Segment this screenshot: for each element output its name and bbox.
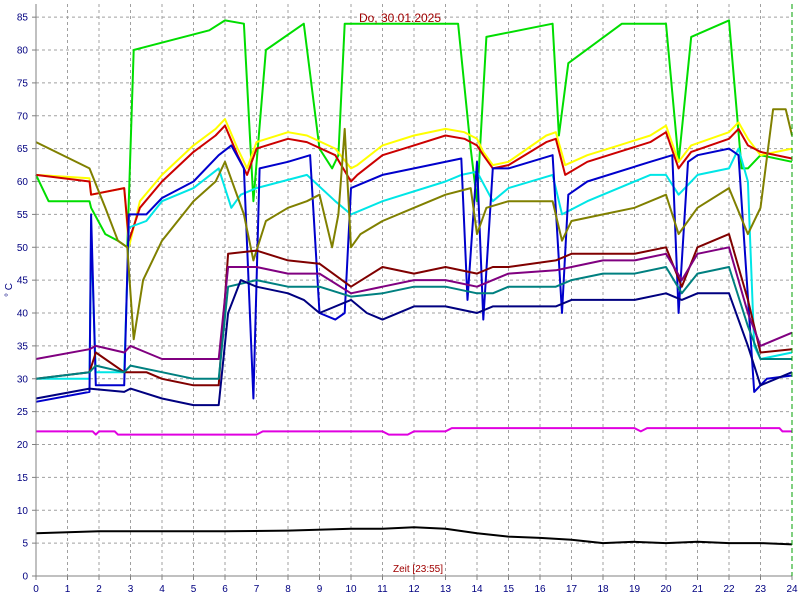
series-line-11 bbox=[36, 427, 792, 436]
x-tick-label: 17 bbox=[566, 584, 578, 595]
x-tick-label: 23 bbox=[755, 584, 767, 595]
y-axis-label: ° C bbox=[4, 283, 15, 297]
series-line-7 bbox=[35, 233, 793, 387]
series-line-8 bbox=[35, 246, 793, 360]
x-tick-label: 22 bbox=[723, 584, 735, 595]
x-tick-label: 2 bbox=[96, 584, 102, 595]
x-tick-label: 21 bbox=[692, 584, 704, 595]
series-line-5 bbox=[35, 144, 793, 403]
series-line-6 bbox=[35, 108, 793, 341]
y-tick-label: 0 bbox=[22, 572, 28, 583]
y-tick-label: 85 bbox=[17, 13, 29, 24]
series-line-4 bbox=[36, 147, 793, 380]
series-line-2 bbox=[35, 118, 793, 249]
x-tick-label: 8 bbox=[285, 584, 291, 595]
x-tick-label: 11 bbox=[377, 584, 388, 595]
y-tick-label: 70 bbox=[17, 111, 29, 122]
x-tick-label: 19 bbox=[629, 584, 641, 595]
y-tick-label: 60 bbox=[17, 177, 29, 188]
x-tick-label: 1 bbox=[65, 584, 71, 595]
x-tick-label: 10 bbox=[345, 584, 357, 595]
series-line-3 bbox=[35, 124, 793, 242]
y-tick-label: 30 bbox=[17, 374, 29, 385]
y-tick-label: 40 bbox=[17, 309, 29, 320]
y-tick-label: 45 bbox=[17, 276, 29, 287]
x-tick-label: 3 bbox=[128, 584, 134, 595]
y-tick-label: 65 bbox=[17, 144, 29, 155]
y-tick-label: 55 bbox=[17, 210, 29, 221]
x-tick-label: 0 bbox=[33, 584, 39, 595]
x-tick-label: 7 bbox=[254, 584, 260, 595]
y-tick-label: 50 bbox=[17, 243, 29, 254]
x-tick-label: 18 bbox=[597, 584, 609, 595]
x-tick-label: 15 bbox=[503, 584, 515, 595]
x-tick-label: 6 bbox=[222, 584, 228, 595]
x-tick-label: 4 bbox=[159, 584, 165, 595]
x-tick-label: 20 bbox=[660, 584, 672, 595]
x-tick-label: 16 bbox=[534, 584, 546, 595]
x-tick-label: 13 bbox=[440, 584, 452, 595]
x-tick-label: 5 bbox=[191, 584, 197, 595]
y-tick-label: 80 bbox=[17, 46, 29, 57]
x-tick-label: 9 bbox=[317, 584, 323, 595]
series-line-9 bbox=[35, 266, 792, 380]
axes bbox=[32, 4, 793, 580]
tick-labels: 0 1 2 3 4 5 6 7 8 9 10 11 12 13 14 15 16 17 18 19 20 21 22 23 24… bbox=[17, 13, 798, 595]
x-axis-label: Zeit [23:55] bbox=[393, 564, 443, 575]
x-tick-label: 14 bbox=[471, 584, 483, 595]
chart-title: Do, 30.01.2025 bbox=[359, 11, 441, 25]
x-tick-label: 24 bbox=[786, 584, 798, 595]
y-tick-label: 75 bbox=[17, 78, 29, 89]
y-tick-label: 10 bbox=[17, 506, 29, 517]
y-tick-label: 5 bbox=[22, 539, 28, 550]
series-line-12 bbox=[35, 526, 793, 546]
grid-lines bbox=[36, 4, 792, 576]
series-group bbox=[35, 19, 793, 546]
series-line-10 bbox=[35, 279, 793, 407]
y-tick-label: 15 bbox=[17, 473, 29, 484]
x-tick-label: 12 bbox=[408, 584, 420, 595]
y-tick-label: 35 bbox=[17, 341, 29, 352]
y-tick-label: 25 bbox=[17, 407, 29, 418]
y-tick-label: 20 bbox=[17, 440, 29, 451]
